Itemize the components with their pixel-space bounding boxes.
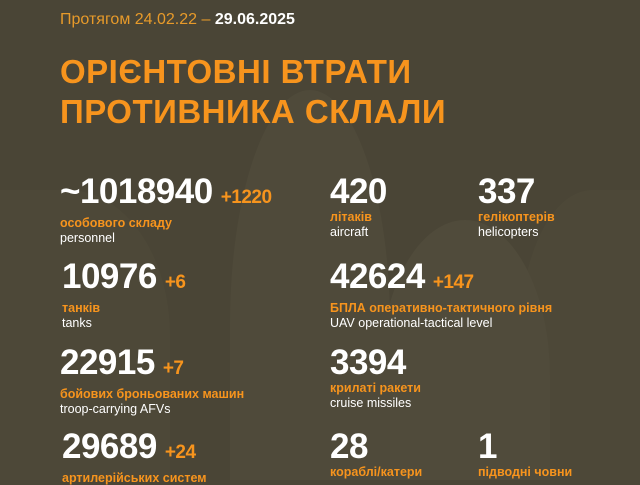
value: ~1018940 [60, 172, 213, 211]
stat-item: 337 гелікоптерів helicopters [478, 174, 555, 240]
title-line-1: ОРІЄНТОВНІ ВТРАТИ [60, 53, 412, 90]
stat-label-ua: бойових броньованих машин [60, 387, 245, 401]
stat-label-ua: артилерійських систем [62, 471, 207, 485]
page-title: ОРІЄНТОВНІ ВТРАТИ ПРОТИВНИКА СКЛАЛИ [60, 52, 446, 132]
value: 10976 [62, 257, 157, 296]
period-date: 29.06.2025 [214, 11, 295, 28]
background-shape [380, 220, 550, 480]
stat-label-en: UAV operational-tactical level [330, 316, 493, 330]
stat-value: 3394 [330, 345, 421, 381]
stat-label-ua: крилаті ракети [330, 381, 421, 395]
stat-label-en: cruise missiles [330, 396, 412, 410]
stat-item: 3394 крилаті ракети cruise missiles [330, 345, 421, 411]
stat-value: 10976 +6 [62, 259, 186, 301]
value: 28 [330, 427, 368, 466]
value: 420 [330, 172, 387, 211]
stat-item: 28 кораблі/катери [330, 429, 423, 480]
value: 42624 [330, 257, 425, 296]
stat-delta: +147 [432, 272, 474, 293]
stat-label-en: helicopters [478, 225, 539, 239]
stat-label-ua: особового складу [60, 216, 173, 230]
stat-item: 22915 +7 бойових броньованих машин troop-… [60, 345, 244, 417]
stat-item: 10976 +6 танків tanks [62, 259, 186, 331]
title-line-2: ПРОТИВНИКА СКЛАЛИ [60, 93, 447, 130]
stat-value: 22915 +7 [60, 345, 244, 387]
stat-value: 28 [330, 429, 422, 465]
stat-item: 420 літаків aircraft [330, 174, 387, 240]
stat-label-en: troop-carrying AFVs [60, 402, 171, 416]
value: 22915 [60, 343, 155, 382]
stat-label-ua: гелікоптерів [478, 210, 555, 224]
stat-value: 29689 +24 [62, 429, 207, 471]
stat-label-ua: літаків [330, 210, 372, 224]
stat-delta: +24 [164, 442, 196, 463]
value: 3394 [330, 343, 406, 382]
value: 1 [478, 427, 497, 466]
stat-delta: +6 [164, 272, 186, 293]
background-shape [0, 190, 170, 480]
stat-item: 1 підводні човни [478, 429, 573, 480]
stat-value: 420 [330, 174, 387, 210]
value: 29689 [62, 427, 157, 466]
background-shape [230, 90, 390, 480]
stat-item: ~1018940 +1220 особового складу personnel [60, 174, 272, 246]
stat-value: 1 [478, 429, 572, 465]
stat-value: 337 [478, 174, 555, 210]
stat-label-en: personnel [60, 231, 115, 245]
stat-label-en: aircraft [330, 225, 369, 239]
stat-label-ua: підводні човни [478, 465, 573, 479]
stat-label-ua: БПЛА оперативно-тактичного рівня [330, 301, 553, 315]
stat-label-ua: кораблі/катери [330, 465, 423, 479]
stat-label-en: tanks [62, 316, 92, 330]
stat-delta: +1220 [220, 187, 272, 208]
value: 337 [478, 172, 535, 211]
period: Протягом 24.02.22 – 29.06.2025 [60, 11, 295, 29]
stat-value: 42624 +147 [330, 259, 552, 301]
stat-item: 29689 +24 артилерійських систем [62, 429, 207, 485]
stat-label-ua: танків [62, 301, 101, 315]
stat-item: 42624 +147 БПЛА оперативно-тактичного рів… [330, 259, 552, 331]
stat-value: ~1018940 +1220 [60, 174, 272, 216]
period-prefix: Протягом 24.02.22 – [60, 11, 211, 28]
stat-delta: +7 [162, 358, 184, 379]
